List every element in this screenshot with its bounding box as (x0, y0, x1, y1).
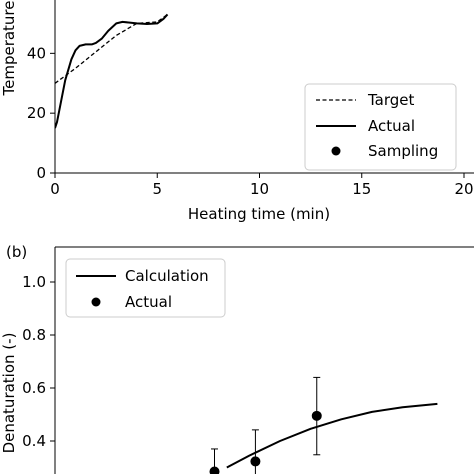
panel-a-legend-box (304, 83, 457, 171)
panel-b-label: (b) (6, 243, 27, 261)
panel-a-x-tick-label: 15 (352, 180, 371, 198)
panel-a-xlabel: Heating time (min) (188, 205, 330, 223)
legend-sampling-label: Sampling (368, 142, 438, 160)
panel-a-x-tick-label: 10 (250, 180, 269, 198)
panel-a-y-tick-label: 0 (36, 164, 46, 182)
actual-point (311, 410, 322, 421)
legend-target-label: Target (367, 91, 415, 109)
panel-b-legend-box (65, 258, 226, 318)
panel-a: Temperature 0 20 40 0 5 10 15 20 Heating time … (0, 0, 474, 223)
panel-b: (b) Denaturation (-) 0.4 0.6 0.8 1.0 Calcul… (0, 243, 474, 474)
panel-a-y-tick-label: 20 (27, 104, 46, 122)
panel-b-y-tick-label: 1.0 (22, 273, 46, 291)
legend-actual-marker (91, 297, 101, 307)
panel-b-y-tick-label: 0.4 (22, 432, 46, 450)
panel-a-legend: Target Actual Sampling (304, 83, 457, 171)
panel-a-plot-area (55, 13, 169, 129)
panel-a-x-tick-label: 0 (50, 180, 60, 198)
legend-calculation-label: Calculation (125, 267, 209, 285)
panel-b-y-tick-label: 0.8 (22, 326, 46, 344)
panel-b-y-tick-label: 0.6 (22, 379, 46, 397)
actual-point (250, 456, 261, 467)
panel-b-ylabel: Denaturation (-) (0, 333, 18, 454)
series-calculation-line (226, 402, 438, 469)
panel-a-x-ticks: 0 5 10 15 20 (50, 173, 474, 198)
legend-actual-label-b: Actual (125, 293, 172, 311)
panel-a-x-tick-label: 5 (152, 180, 162, 198)
series-actual-line (55, 13, 169, 129)
panel-a-y-tick-label: 40 (27, 44, 46, 62)
panel-a-x-tick-label: 20 (454, 180, 473, 198)
panel-a-ylabel: Temperature (0, 0, 18, 96)
panel-b-legend: Calculation Actual (65, 258, 226, 318)
panel-b-plot-area (209, 376, 438, 474)
panel-a-y-ticks: 0 20 40 (27, 44, 55, 182)
actual-point (209, 466, 220, 474)
legend-actual-label: Actual (368, 117, 415, 135)
legend-sampling-marker (331, 146, 341, 156)
panel-b-y-ticks: 0.4 0.6 0.8 1.0 (22, 273, 55, 450)
